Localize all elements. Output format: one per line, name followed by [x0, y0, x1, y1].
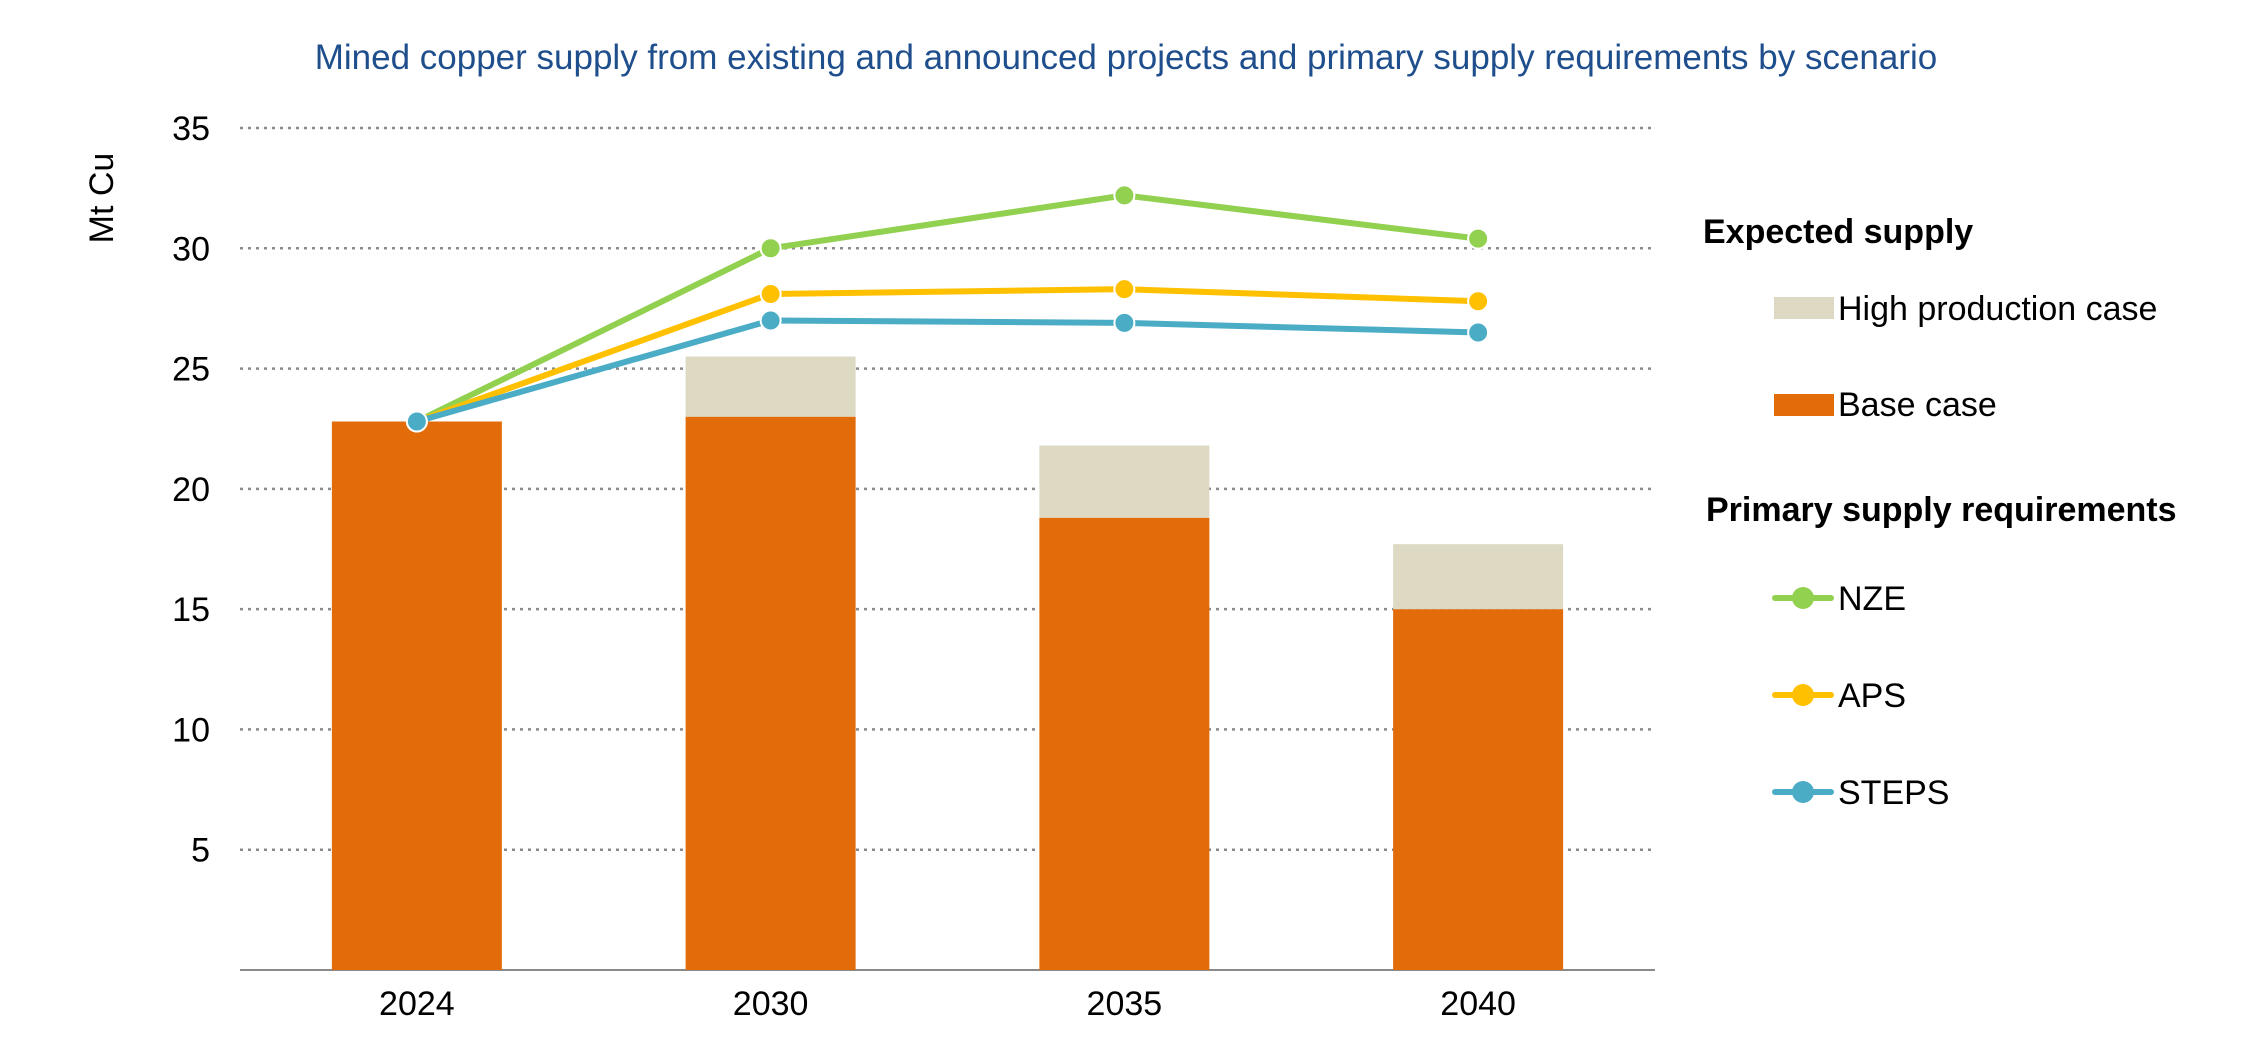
x-tick-label: 2035 — [1087, 985, 1163, 1023]
bar-base-case-2030 — [685, 416, 856, 971]
bar-high-production-2040 — [1393, 544, 1564, 610]
bar-high-production-2030 — [685, 356, 856, 417]
legend-swatch-base-case — [1774, 394, 1834, 416]
y-tick-label: 15 — [172, 591, 210, 629]
bar-high-production-2035 — [1039, 445, 1210, 518]
legend-swatch-aps — [1772, 684, 1834, 706]
legend-label-steps: STEPS — [1838, 774, 1950, 812]
legend-label-nze: NZE — [1838, 580, 1906, 618]
point-nze-2040 — [1467, 227, 1490, 250]
point-steps-2030 — [759, 309, 782, 332]
legend-heading-expected: Expected supply — [1703, 213, 1974, 251]
point-steps-2040 — [1467, 321, 1490, 344]
x-tick-label: 2030 — [733, 985, 809, 1023]
legend-label-high-production: High production case — [1838, 290, 2158, 328]
point-steps-2035 — [1113, 311, 1136, 334]
point-steps-2024 — [405, 410, 428, 433]
series-line-steps — [416, 317, 1479, 425]
series-lines — [405, 184, 1490, 433]
x-tick-label: 2040 — [1440, 985, 1516, 1023]
y-tick-label: 10 — [172, 711, 210, 749]
y-tick-label: 35 — [172, 110, 210, 148]
point-aps-2035 — [1113, 278, 1136, 301]
point-aps-2040 — [1467, 290, 1490, 313]
chart-title: Mined copper supply from existing and an… — [314, 38, 1938, 77]
bar-base-case-2024 — [331, 421, 502, 970]
legend-label-base-case: Base case — [1838, 386, 1997, 424]
legend-swatch-high-production — [1774, 297, 1834, 319]
y-tick-label: 30 — [172, 230, 210, 268]
bar-base-case-2040 — [1393, 609, 1564, 970]
point-nze-2035 — [1113, 184, 1136, 207]
y-tick-label: 5 — [191, 832, 210, 870]
bar-base-case-2035 — [1039, 517, 1210, 970]
bars — [331, 356, 1564, 971]
point-nze-2030 — [759, 237, 782, 260]
y-axis-label: Mt Cu — [83, 153, 121, 244]
x-tick-label: 2024 — [379, 985, 455, 1023]
tick-labels: 5 10 15 20 25 30 35 2024 2030 2035 2040 — [172, 110, 1516, 1023]
legend-swatch-steps — [1772, 781, 1834, 803]
legend-label-aps: APS — [1838, 677, 1907, 715]
legend-swatch-nze — [1772, 587, 1834, 609]
point-aps-2030 — [759, 282, 782, 305]
y-tick-label: 20 — [172, 471, 210, 509]
series-line-nze — [415, 192, 1479, 425]
y-tick-label: 25 — [172, 351, 210, 389]
series-line-aps — [415, 286, 1479, 425]
legend-heading-primary: Primary supply requirements — [1706, 491, 2177, 529]
